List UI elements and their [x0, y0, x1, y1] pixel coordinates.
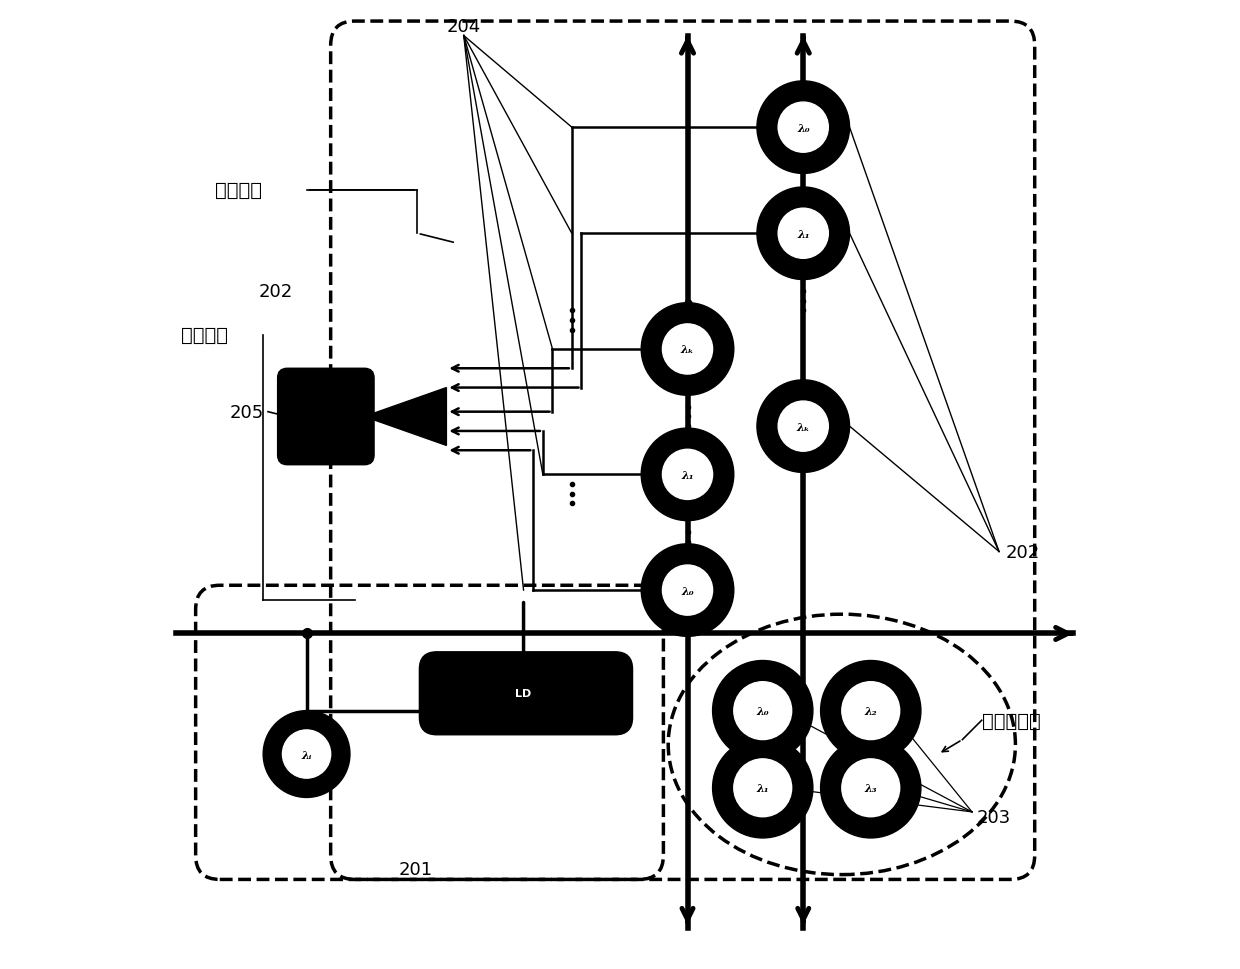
- Circle shape: [283, 731, 331, 778]
- Text: λₖ: λₖ: [796, 422, 810, 432]
- Text: λ₂: λ₂: [864, 705, 877, 716]
- Text: λ₀: λ₀: [797, 122, 810, 134]
- Circle shape: [662, 450, 713, 500]
- Text: λ₁: λ₁: [797, 229, 810, 239]
- Circle shape: [779, 401, 828, 452]
- Circle shape: [779, 103, 828, 153]
- Circle shape: [662, 325, 713, 375]
- Text: 202: 202: [258, 283, 293, 300]
- Text: 发送单元: 发送单元: [181, 326, 228, 345]
- Text: 202: 202: [1006, 543, 1040, 561]
- Text: LD: LD: [516, 689, 532, 699]
- Text: λ₁: λ₁: [681, 469, 694, 481]
- Text: λ₃: λ₃: [864, 783, 877, 794]
- Circle shape: [842, 682, 900, 739]
- Polygon shape: [365, 389, 446, 446]
- Circle shape: [713, 737, 813, 838]
- Circle shape: [641, 303, 734, 396]
- Circle shape: [756, 81, 849, 174]
- Text: λ₁: λ₁: [756, 783, 769, 794]
- Text: λₖ: λₖ: [681, 344, 694, 355]
- FancyBboxPatch shape: [278, 369, 374, 465]
- Circle shape: [734, 759, 791, 817]
- Circle shape: [662, 566, 713, 615]
- Text: 203: 203: [977, 808, 1011, 826]
- Circle shape: [821, 737, 921, 838]
- Circle shape: [756, 188, 849, 280]
- Text: 光交换单元: 光交换单元: [982, 711, 1040, 730]
- Circle shape: [263, 711, 350, 797]
- Circle shape: [734, 682, 791, 739]
- Circle shape: [821, 661, 921, 761]
- Text: 205: 205: [229, 403, 264, 422]
- Text: λᵢ: λᵢ: [301, 749, 311, 760]
- Text: 204: 204: [446, 17, 481, 36]
- Circle shape: [842, 759, 900, 817]
- Circle shape: [779, 209, 828, 259]
- Text: 接收单元: 接收单元: [215, 181, 262, 201]
- Circle shape: [713, 661, 813, 761]
- FancyBboxPatch shape: [419, 652, 632, 735]
- Circle shape: [641, 428, 734, 521]
- Circle shape: [641, 545, 734, 637]
- Circle shape: [756, 381, 849, 473]
- Text: λ₀: λ₀: [681, 585, 694, 596]
- Text: λ₀: λ₀: [756, 705, 769, 716]
- Text: 201: 201: [398, 860, 433, 878]
